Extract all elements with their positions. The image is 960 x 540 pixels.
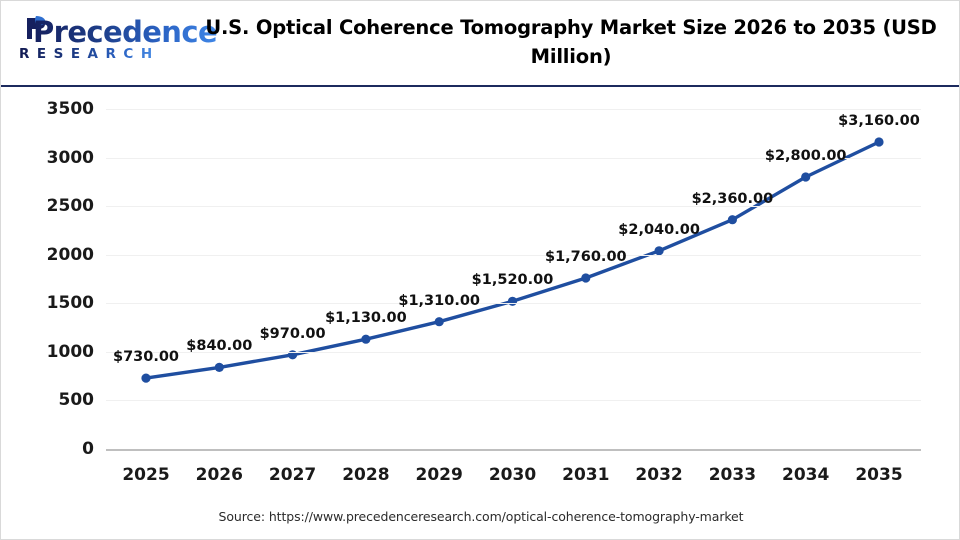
y-axis-tick-label: 500 (58, 390, 95, 411)
y-axis-tick-label: 3500 (46, 99, 94, 119)
x-axis-tick-label: 2029 (415, 465, 463, 485)
data-point-marker (507, 296, 518, 306)
plot-grid: $730.00 $840.00 $970.00 $1,130.00 $1,310.00 $… (106, 87, 921, 539)
data-point-label: $2,800.00 (764, 148, 847, 164)
data-point-marker (361, 334, 371, 344)
y-axis-tick-label: 2000 (46, 244, 94, 265)
data-point-marker (874, 137, 884, 147)
data-point-label: $2,040.00 (618, 221, 700, 238)
x-axis-tick-label: 2032 (635, 465, 683, 485)
gridline (106, 254, 921, 256)
precedence-research-logo: Precedence RESEARCH (15, 13, 218, 69)
source-caption: Source: https://www.precedenceresearch.c… (218, 509, 744, 524)
x-axis-tick-label: 2031 (562, 465, 610, 485)
x-axis-tick-label: 2033 (708, 465, 757, 485)
data-point-marker (654, 246, 664, 256)
data-point-label: $3,160.00 (838, 113, 920, 130)
data-point-marker (581, 273, 591, 283)
gridline (106, 400, 921, 402)
data-point-label: $1,760.00 (544, 249, 627, 266)
page-title: U.S. Optical Coherence Tomography Market… (205, 16, 937, 68)
gridline (106, 206, 921, 208)
gridline (106, 109, 921, 110)
y-axis-labels: 0 500 1000 1500 2000 2500 3000 3500 (1, 87, 95, 539)
data-point-label: $2,360.00 (691, 190, 774, 207)
gridline (106, 303, 921, 305)
data-point-marker (214, 362, 224, 372)
chart-header: Precedence RESEARCH U.S. Optical Coheren… (1, 1, 959, 85)
x-axis-tick-label: 2028 (342, 465, 390, 485)
header-divider (1, 85, 959, 87)
x-axis-line (106, 449, 921, 451)
x-axis-tick-label: 2035 (855, 465, 903, 485)
y-axis-tick-label: 2500 (46, 196, 94, 217)
plot-area: 0 500 1000 1500 2000 2500 3000 3500 $730.00 $840… (1, 87, 959, 539)
gridline (106, 351, 921, 353)
data-point-marker (141, 373, 151, 383)
data-point-marker (727, 215, 738, 225)
data-point-label: $970.00 (259, 325, 326, 342)
x-axis-tick-label: 2025 (122, 465, 170, 485)
y-axis-tick-label: 1000 (46, 341, 94, 362)
data-point-label: $1,520.00 (471, 272, 554, 289)
x-axis-tick-label: 2030 (488, 465, 537, 485)
logo-subtitle: RESEARCH (19, 46, 160, 62)
x-axis-tick-label: 2026 (195, 465, 243, 485)
data-point-label: $840.00 (186, 338, 253, 355)
data-point-label: $1,130.00 (325, 310, 407, 327)
y-axis-tick-label: 0 (82, 439, 94, 459)
data-point-label: $730.00 (112, 349, 180, 366)
logo-wordmark: Precedence (33, 15, 218, 49)
x-axis-tick-label: 2034 (782, 465, 830, 485)
gridline (106, 157, 921, 159)
data-point-marker (801, 172, 811, 182)
y-axis-tick-label: 3000 (46, 147, 94, 168)
data-point-marker (434, 317, 444, 327)
x-axis-tick-label: 2027 (268, 465, 317, 485)
data-point-label: $1,310.00 (398, 292, 481, 309)
leaf-p-monogram-icon (27, 16, 46, 39)
y-axis-tick-label: 1500 (46, 293, 94, 314)
